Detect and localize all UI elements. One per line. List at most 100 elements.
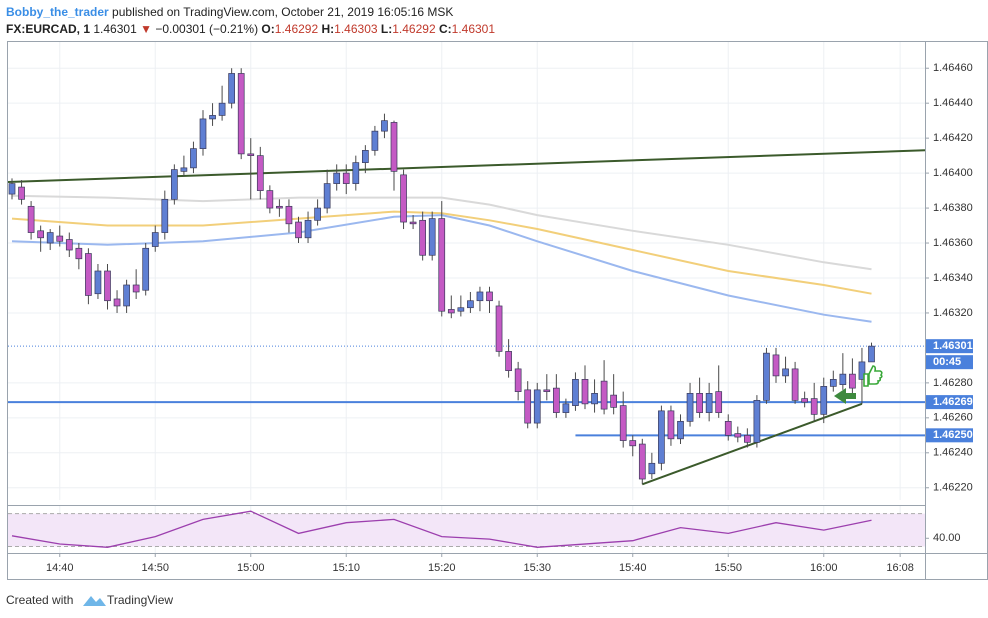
y-tick-label: 1.46440 [933, 97, 973, 109]
y-tick-label: 1.46320 [933, 307, 973, 319]
candle-body [295, 221, 302, 239]
candle-body [820, 386, 828, 415]
candle-body [667, 410, 675, 440]
moving-average [11, 194, 872, 271]
published: published on TradingView.com, October 21… [112, 5, 453, 19]
x-tick-label: 15:30 [523, 562, 551, 574]
candle-body [677, 420, 684, 440]
candle-body [65, 239, 73, 251]
candle-body [724, 420, 732, 436]
c-label: C: [439, 22, 452, 36]
plot-layer: 1.46460 1.46440 1.46420 1.46400 1.46380 1.463… [7, 42, 973, 574]
candle-body [333, 172, 341, 184]
candle-body [734, 433, 742, 438]
tv-logo [83, 596, 106, 606]
symbol: FX:EURCAD, 1 [6, 22, 90, 36]
candle-body [533, 389, 541, 424]
x-tick-label: 15:40 [619, 562, 647, 574]
candle-body [151, 232, 159, 247]
candle-body [600, 380, 608, 410]
candle-body [352, 162, 360, 184]
candle-body [419, 219, 426, 256]
y-tick-label: 1.46460 [933, 62, 973, 74]
x-tick-label: 14:40 [46, 562, 74, 574]
candle-body [113, 298, 121, 307]
change: −0.00301 (−0.21%) [155, 22, 258, 36]
candle-body [839, 373, 847, 385]
candle-body [658, 410, 665, 464]
candle-body [123, 284, 130, 307]
candle-body [763, 352, 770, 401]
candle-body [190, 148, 197, 169]
candle-body [648, 462, 656, 475]
arrow-icon [834, 388, 856, 404]
candle-body [467, 300, 474, 309]
candle-body [285, 205, 293, 225]
candle-body [304, 219, 312, 239]
candle-body [237, 73, 245, 155]
candle-body [371, 130, 379, 151]
close: 1.46301 [452, 22, 496, 36]
candle-body [772, 354, 780, 377]
candle-body [362, 150, 369, 163]
h-label: H: [322, 22, 335, 36]
x-tick-label: 15:00 [237, 562, 265, 574]
candle-body [142, 247, 150, 291]
high: 1.46303 [334, 22, 378, 36]
l-label: L: [381, 22, 392, 36]
candle-body [447, 309, 455, 314]
y-tick-label: 1.46220 [933, 482, 973, 494]
candle-body [400, 174, 407, 223]
x-tick-label: 16:00 [810, 562, 838, 574]
candle-body [161, 198, 169, 233]
x-tick-label: 15:50 [714, 562, 742, 574]
candle-body [638, 443, 646, 480]
footer-brand[interactable]: TradingView [107, 593, 173, 607]
candle-body [323, 183, 331, 209]
candle-body [390, 122, 398, 172]
candle-body [715, 391, 723, 413]
rsi-line [11, 510, 872, 548]
candle-body [276, 205, 283, 209]
level-badge-text: 1.46250 [933, 429, 973, 441]
x-tick-label: 15:20 [428, 562, 456, 574]
y-tick-label: 1.46240 [933, 447, 973, 459]
candle-body [782, 368, 789, 377]
thumbs-up-icon [863, 365, 883, 387]
candle-body [486, 291, 493, 302]
candle-body [199, 118, 207, 149]
candle-body [791, 368, 799, 401]
countdown-badge: 00:45 [926, 355, 973, 370]
candle-body [171, 169, 178, 200]
candle-body [743, 434, 751, 443]
candle-body [552, 387, 560, 413]
candle-body [75, 247, 83, 260]
candle-body [438, 218, 446, 312]
candle-body [801, 398, 809, 403]
candle-body [56, 235, 64, 242]
trend-line [641, 402, 863, 486]
candle-body [104, 270, 111, 302]
candle-body [457, 307, 465, 312]
symbol-line: FX:EURCAD, 1 1.46301 ▼ −0.00301 (−0.21%)… [6, 22, 495, 36]
candle-body [428, 218, 436, 256]
candle-body [209, 115, 216, 120]
countdown-badge-text: 00:45 [933, 356, 961, 368]
footer-created: Created with [6, 593, 73, 607]
candle-body [810, 398, 818, 415]
candle-body [94, 270, 102, 295]
candle-body [849, 373, 856, 389]
trend-line [7, 149, 926, 183]
direction: ▼ [140, 22, 152, 36]
candle-body [514, 368, 522, 392]
level-badge: 1.46269 [926, 395, 973, 410]
candle-body [27, 205, 35, 233]
author[interactable]: Bobby_the_trader [6, 5, 109, 19]
candle-body [314, 207, 321, 221]
candle-body [562, 403, 570, 413]
candle-body [610, 394, 618, 408]
candle-body [476, 291, 484, 302]
last-price-badge-bg [926, 339, 973, 354]
